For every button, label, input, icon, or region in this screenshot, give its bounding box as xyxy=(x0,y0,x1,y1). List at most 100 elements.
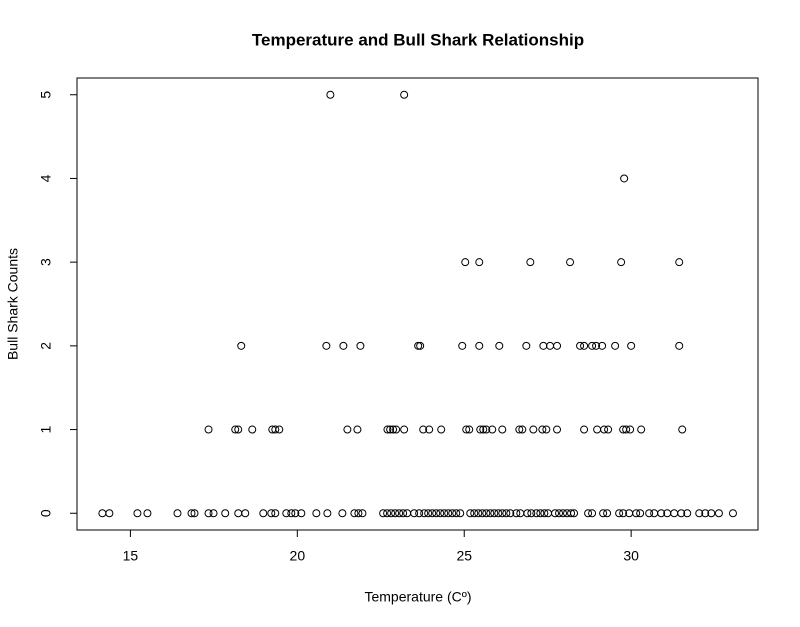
point xyxy=(502,509,511,518)
point xyxy=(338,509,347,518)
point xyxy=(567,509,576,518)
point xyxy=(580,341,589,350)
point xyxy=(425,425,434,434)
point xyxy=(566,258,575,267)
point xyxy=(645,509,654,518)
point xyxy=(675,258,684,267)
point xyxy=(529,425,538,434)
point xyxy=(387,509,396,518)
point xyxy=(542,425,551,434)
point xyxy=(632,509,641,518)
point xyxy=(432,509,441,518)
point xyxy=(576,341,585,350)
point xyxy=(386,425,395,434)
point xyxy=(143,509,152,518)
point xyxy=(536,509,545,518)
point xyxy=(326,90,335,99)
point xyxy=(475,258,484,267)
point xyxy=(383,509,392,518)
point xyxy=(627,341,636,350)
point xyxy=(437,425,446,434)
point xyxy=(678,425,687,434)
point xyxy=(414,341,423,350)
point xyxy=(626,425,635,434)
x-tick-label: 15 xyxy=(123,548,139,564)
point xyxy=(354,509,363,518)
point xyxy=(379,509,388,518)
point xyxy=(701,509,710,518)
point xyxy=(540,509,549,518)
point xyxy=(588,341,597,350)
point xyxy=(615,509,624,518)
point xyxy=(248,425,257,434)
point xyxy=(570,509,579,518)
point xyxy=(619,509,628,518)
point xyxy=(291,509,300,518)
point xyxy=(617,258,626,267)
chart-title: Temperature and Bull Shark Relationship xyxy=(252,30,584,49)
y-tick-label: 0 xyxy=(38,509,54,517)
point xyxy=(271,509,280,518)
point xyxy=(714,509,723,518)
point xyxy=(478,509,487,518)
point xyxy=(532,509,541,518)
point xyxy=(400,425,409,434)
point xyxy=(620,174,629,183)
y-tick-label: 1 xyxy=(38,425,54,433)
point xyxy=(488,425,497,434)
point xyxy=(555,509,564,518)
x-tick-label: 25 xyxy=(456,548,472,564)
point xyxy=(231,425,240,434)
point xyxy=(105,509,114,518)
point xyxy=(424,509,433,518)
point xyxy=(456,509,465,518)
point xyxy=(399,509,408,518)
point xyxy=(675,341,684,350)
point xyxy=(482,425,491,434)
point xyxy=(339,341,348,350)
point xyxy=(204,509,213,518)
x-axis-title: Temperature (Cº) xyxy=(364,589,471,605)
point xyxy=(440,509,449,518)
point xyxy=(436,509,445,518)
point xyxy=(611,341,620,350)
point xyxy=(267,509,276,518)
point xyxy=(470,509,479,518)
point xyxy=(444,509,453,518)
point xyxy=(237,341,246,350)
point xyxy=(512,509,521,518)
point xyxy=(133,509,142,518)
point xyxy=(465,425,474,434)
point xyxy=(683,509,692,518)
point xyxy=(415,509,424,518)
point xyxy=(400,90,409,99)
point xyxy=(677,509,686,518)
point xyxy=(458,341,467,350)
point xyxy=(559,509,568,518)
point xyxy=(538,425,547,434)
point xyxy=(204,425,213,434)
point xyxy=(323,509,332,518)
point xyxy=(389,425,398,434)
point xyxy=(486,509,495,518)
x-tick-label: 30 xyxy=(623,548,639,564)
point xyxy=(527,509,536,518)
point xyxy=(522,341,531,350)
point xyxy=(588,509,597,518)
point xyxy=(599,509,608,518)
point xyxy=(657,509,666,518)
point xyxy=(476,425,485,434)
point xyxy=(479,425,488,434)
point xyxy=(495,341,504,350)
point xyxy=(383,425,392,434)
point xyxy=(466,509,475,518)
point xyxy=(416,341,425,350)
point xyxy=(275,425,284,434)
point xyxy=(356,341,365,350)
point xyxy=(419,425,428,434)
point xyxy=(482,509,491,518)
point xyxy=(221,509,230,518)
point xyxy=(312,509,321,518)
